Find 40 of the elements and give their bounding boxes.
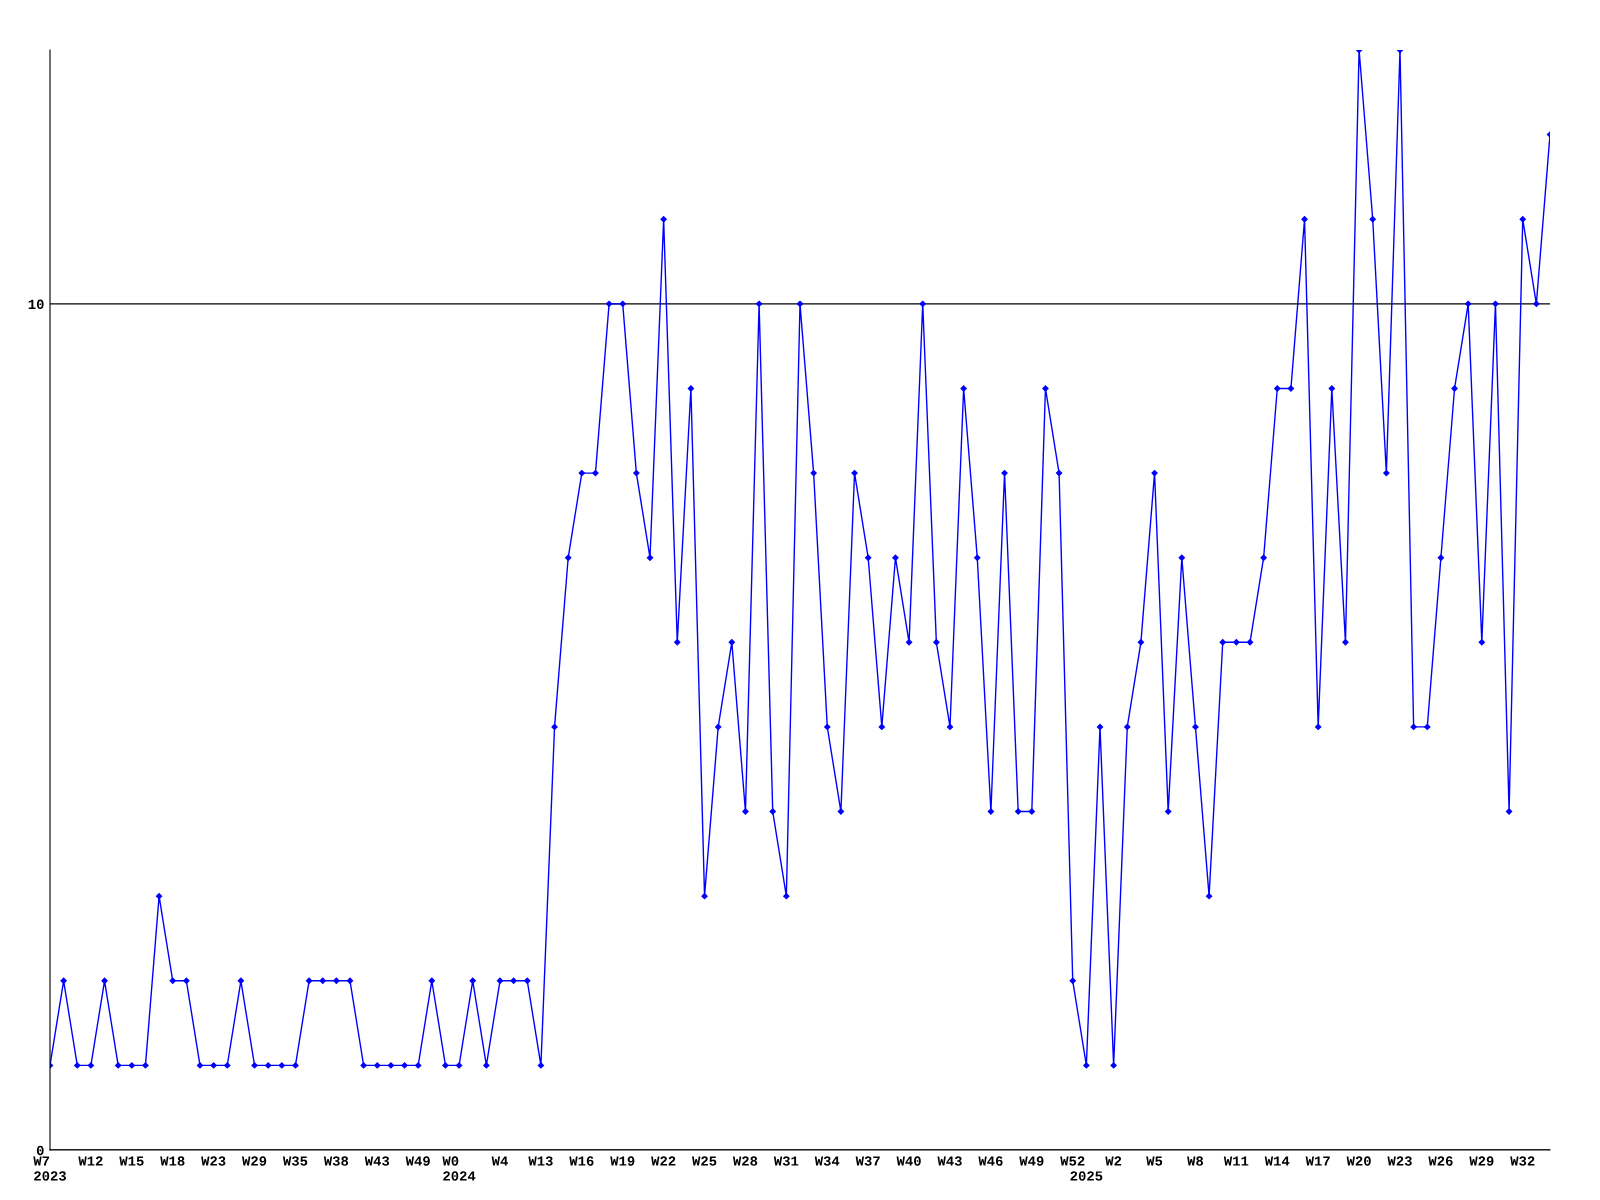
x-tick-label: W34 — [814, 1156, 840, 1166]
x-tick-label: W16 — [569, 1156, 594, 1166]
x-tick-label: W29 — [1469, 1156, 1494, 1166]
x-tick-label: W7 2023 — [33, 1156, 66, 1181]
x-tick-label: W37 — [855, 1156, 880, 1166]
x-tick-label: W18 — [160, 1156, 185, 1166]
x-tick-label: 2025 — [1070, 1171, 1103, 1181]
x-tick-label: W20 — [1346, 1156, 1371, 1166]
x-tick-label: W23 — [1387, 1156, 1412, 1166]
x-tick-label: W38 — [323, 1156, 349, 1166]
x-tick-label: W43 — [364, 1156, 390, 1166]
x-tick-label: W49 — [405, 1156, 430, 1166]
x-tick-label: W12 — [78, 1156, 103, 1166]
x-tick-label: W13 — [528, 1156, 553, 1166]
x-tick-label: W32 — [1510, 1156, 1535, 1166]
x-tick-label: W40 — [896, 1156, 921, 1166]
x-tick-label: W4 — [491, 1156, 508, 1166]
x-tick-label: W28 — [732, 1156, 758, 1166]
x-tick-label: W26 — [1428, 1156, 1453, 1166]
x-tick-label: W23 — [201, 1156, 226, 1166]
x-tick-label: W25 — [692, 1156, 717, 1166]
x-tick-label: W14 — [1264, 1156, 1290, 1166]
x-tick-label: W22 — [651, 1156, 676, 1166]
x-tick-label: W29 — [242, 1156, 267, 1166]
x-tick-label: W43 — [937, 1156, 962, 1166]
x-tick-label: W31 — [773, 1156, 799, 1166]
x-tick-label: W0 2024 — [442, 1156, 476, 1181]
x-tick-label: W19 — [610, 1156, 635, 1166]
x-tick-label: W17 — [1305, 1156, 1330, 1166]
x-tick-label: W49 — [1019, 1156, 1044, 1166]
x-tick-label: W2 — [1105, 1156, 1122, 1166]
x-tick-label: W15 — [119, 1156, 144, 1166]
y-tick-label: 10 — [28, 299, 44, 310]
x-tick-label: W11 — [1223, 1156, 1249, 1166]
x-tick-label: W5 — [1146, 1156, 1163, 1166]
x-tick-label: W46 — [978, 1156, 1003, 1166]
x-tick-label: W52 — [1060, 1156, 1085, 1166]
y-tick-label: 0 — [36, 1145, 44, 1156]
x-tick-label: W8 — [1187, 1156, 1204, 1166]
x-tick-label: W35 — [282, 1156, 308, 1166]
